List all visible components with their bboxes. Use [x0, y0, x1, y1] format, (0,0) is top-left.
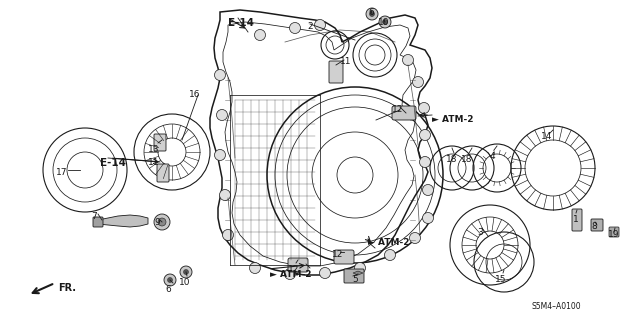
Polygon shape — [98, 215, 148, 227]
Circle shape — [369, 11, 374, 17]
Circle shape — [216, 109, 227, 121]
FancyBboxPatch shape — [334, 250, 354, 264]
Circle shape — [314, 19, 326, 31]
Text: 13: 13 — [148, 145, 160, 154]
Circle shape — [366, 8, 378, 20]
FancyBboxPatch shape — [157, 164, 169, 182]
Circle shape — [385, 249, 396, 261]
Circle shape — [413, 77, 424, 87]
FancyBboxPatch shape — [154, 134, 166, 151]
Circle shape — [319, 268, 330, 278]
Text: 11: 11 — [340, 57, 352, 66]
Circle shape — [164, 274, 176, 286]
Text: 8: 8 — [591, 222, 597, 231]
Text: 7: 7 — [91, 212, 97, 221]
Circle shape — [220, 189, 230, 201]
FancyBboxPatch shape — [288, 258, 308, 272]
Text: 10: 10 — [179, 278, 191, 287]
Text: 5: 5 — [352, 275, 358, 284]
Text: 10: 10 — [378, 18, 390, 27]
Circle shape — [184, 270, 189, 275]
Text: ► ATM-2: ► ATM-2 — [368, 238, 410, 247]
Circle shape — [285, 269, 296, 279]
Text: 11: 11 — [148, 158, 160, 167]
Text: E-14: E-14 — [100, 158, 126, 168]
Text: 6: 6 — [165, 285, 171, 294]
FancyBboxPatch shape — [609, 227, 619, 237]
Text: 17: 17 — [56, 168, 68, 177]
Text: 18: 18 — [446, 155, 458, 164]
Text: ► ATM-2: ► ATM-2 — [432, 115, 474, 124]
Circle shape — [422, 184, 433, 196]
Circle shape — [403, 55, 413, 65]
FancyBboxPatch shape — [572, 209, 582, 231]
Circle shape — [158, 218, 166, 226]
Circle shape — [419, 157, 431, 167]
Text: 6: 6 — [368, 8, 374, 17]
Circle shape — [255, 29, 266, 41]
Circle shape — [168, 278, 173, 283]
FancyBboxPatch shape — [392, 106, 416, 120]
Text: 4: 4 — [489, 152, 495, 161]
Circle shape — [223, 229, 234, 241]
Circle shape — [422, 212, 433, 224]
Circle shape — [355, 263, 365, 273]
Text: 15: 15 — [495, 275, 507, 284]
Text: 14: 14 — [541, 132, 553, 141]
Circle shape — [154, 214, 170, 230]
Text: S5M4–A0100: S5M4–A0100 — [531, 302, 581, 311]
Text: E-14: E-14 — [228, 18, 254, 28]
Text: 2: 2 — [307, 22, 313, 31]
Circle shape — [383, 19, 387, 25]
Circle shape — [379, 16, 391, 28]
FancyBboxPatch shape — [93, 217, 103, 227]
Circle shape — [419, 130, 431, 140]
Circle shape — [214, 70, 225, 80]
FancyBboxPatch shape — [591, 219, 603, 231]
FancyBboxPatch shape — [329, 61, 343, 83]
Circle shape — [180, 266, 192, 278]
Circle shape — [289, 23, 301, 33]
Circle shape — [214, 150, 225, 160]
Text: 12: 12 — [288, 265, 300, 274]
Text: 19: 19 — [608, 230, 620, 239]
Text: 3: 3 — [477, 228, 483, 237]
Text: 12: 12 — [392, 105, 404, 114]
FancyBboxPatch shape — [344, 269, 364, 283]
Text: FR.: FR. — [58, 283, 76, 293]
Text: 12: 12 — [332, 250, 344, 259]
Polygon shape — [353, 271, 363, 275]
Circle shape — [250, 263, 260, 273]
Text: 18: 18 — [461, 155, 473, 164]
Text: ► ATM-2: ► ATM-2 — [270, 270, 312, 279]
Text: 1: 1 — [573, 215, 579, 224]
Text: 9: 9 — [154, 218, 160, 227]
Text: 16: 16 — [189, 90, 201, 99]
Circle shape — [419, 102, 429, 114]
Circle shape — [410, 233, 420, 243]
